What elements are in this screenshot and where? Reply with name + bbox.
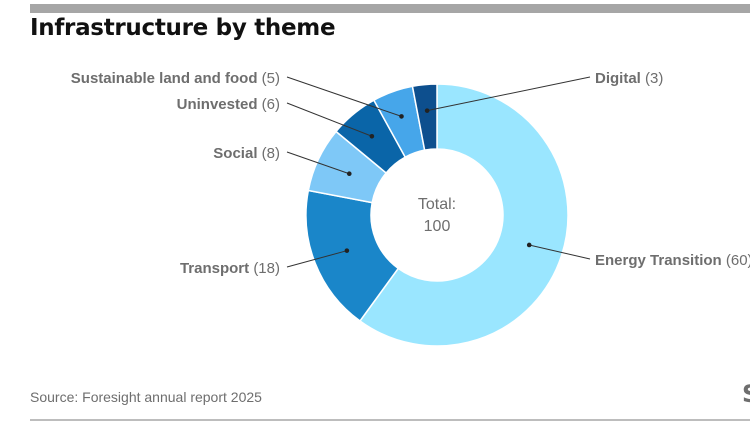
leader-line-digital xyxy=(427,76,591,112)
label-count-transport: (18) xyxy=(253,260,280,277)
label-uninvested: Uninvested (6) xyxy=(177,96,280,113)
label-name-energy-transition: Energy Transition xyxy=(595,252,726,269)
leader-line-energy-transition xyxy=(529,244,591,260)
slice-energy-transition xyxy=(358,83,569,347)
label-name-sustainable-land-and-food: Sustainable land and food xyxy=(71,70,262,87)
label-social: Social (8) xyxy=(213,145,280,162)
slice-labels: Energy Transition (60) Transport (18) Soci… xyxy=(71,70,750,277)
label-name-digital: Digital xyxy=(595,70,645,87)
label-digital: Digital (3) xyxy=(595,70,663,87)
leader-dot-social xyxy=(346,171,352,177)
chart-title: Infrastructure by theme xyxy=(30,15,336,41)
label-energy-transition: Energy Transition (60) xyxy=(595,252,750,269)
label-name-transport: Transport xyxy=(180,260,253,277)
label-name-uninvested: Uninvested xyxy=(177,96,262,113)
label-count-energy-transition: (60) xyxy=(726,252,750,269)
leader-line-transport xyxy=(286,250,347,268)
label-count-uninvested: (6) xyxy=(262,96,280,113)
leader-dot-energy-transition xyxy=(526,242,532,248)
leader-dot-uninvested xyxy=(369,133,375,139)
label-count-digital: (3) xyxy=(645,70,663,87)
label-name-social: Social xyxy=(213,145,261,162)
center-total-label: Total: xyxy=(418,196,456,213)
source-note: Source: Foresight annual report 2025 xyxy=(30,389,262,405)
leader-dot-digital xyxy=(424,108,430,113)
leader-lines xyxy=(286,76,591,268)
label-count-sustainable-land-and-food: (5) xyxy=(262,70,280,87)
bottom-rule xyxy=(30,419,750,421)
slice-digital xyxy=(411,83,438,152)
leader-dot-transport xyxy=(344,248,350,253)
leader-line-uninvested xyxy=(286,102,373,137)
publisher-logo-fragment: S xyxy=(742,380,750,408)
top-rule xyxy=(30,4,750,13)
label-transport: Transport (18) xyxy=(180,260,280,277)
leader-dot-sustainable-land-and-food xyxy=(399,114,404,119)
center-total-value: 100 xyxy=(424,218,451,235)
donut-slices xyxy=(305,83,569,347)
label-count-social: (8) xyxy=(262,145,280,162)
leader-line-social xyxy=(286,151,350,175)
leader-line-sustainable-land-and-food xyxy=(286,76,402,117)
label-sustainable-land-and-food: Sustainable land and food (5) xyxy=(71,70,280,87)
